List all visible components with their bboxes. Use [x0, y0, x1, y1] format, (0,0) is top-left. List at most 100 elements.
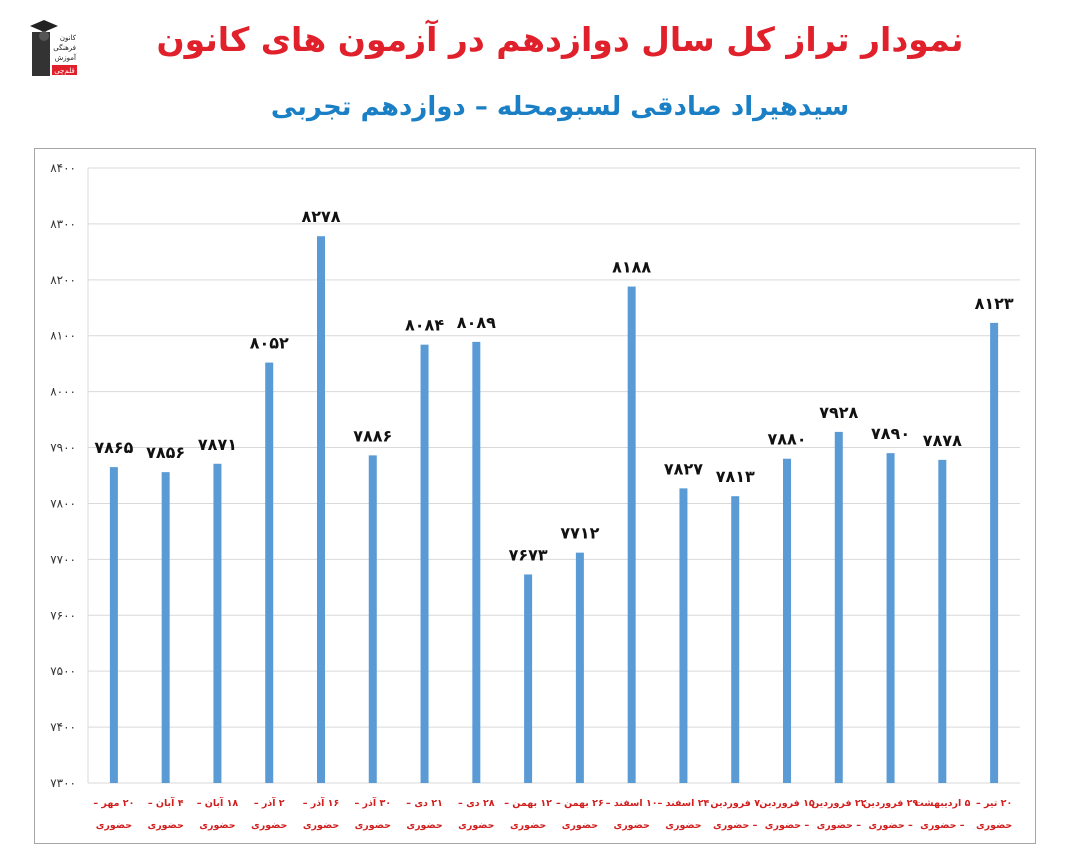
x-tick-label: حضوری — [406, 820, 442, 831]
bar — [368, 455, 377, 783]
x-tick-label: – حضوری — [713, 820, 758, 831]
x-tick-label: حضوری — [613, 820, 649, 831]
bar — [990, 322, 999, 783]
y-tick-label: ۷۸۰۰ — [50, 496, 76, 510]
x-tick-label: ۲۴ اسفند – — [658, 798, 710, 809]
y-tick-label: ۷۵۰۰ — [50, 664, 76, 678]
data-label: ۷۸۷۸ — [923, 431, 962, 450]
x-tick-label: حضوری — [458, 820, 494, 831]
x-tick-label: ۱۵ فروردین — [759, 798, 815, 809]
data-label: ۸۱۸۸ — [612, 258, 651, 277]
x-tick-label: – حضوری — [868, 820, 913, 831]
x-tick-label: ۲۰ مهر – — [93, 798, 134, 809]
y-tick-label: ۷۷۰۰ — [50, 552, 76, 566]
x-tick-label: ۲ آذر – — [254, 796, 285, 809]
x-axis-labels: ۲۰ مهر – حضوری ۴ آبان – حضوری ۱۸ آبان – حضوری… — [93, 796, 1012, 831]
x-tick-label: ۵ اردیبهشت — [914, 798, 970, 809]
data-label: ۷۷۱۲ — [560, 524, 599, 543]
y-tick-label: ۸۲۰۰ — [50, 273, 76, 287]
data-label: ۷۸۲۷ — [664, 459, 703, 478]
bar — [265, 362, 274, 783]
bar — [886, 453, 895, 783]
x-tick-label: حضوری — [510, 820, 546, 831]
logo-figure-head — [39, 31, 49, 41]
x-tick-label: حضوری — [303, 820, 339, 831]
data-label: ۷۸۶۵ — [94, 438, 133, 457]
data-label: ۷۸۹۰ — [871, 424, 910, 443]
grid-lines — [87, 167, 1020, 784]
bar — [472, 341, 481, 783]
data-label: ۸۰۵۲ — [250, 334, 289, 353]
x-tick-label: ۴ آبان – — [148, 796, 184, 809]
logo-badge — [52, 65, 77, 75]
page-subtitle: سیدهیراد صادقی لسبومحله – دوازدهم تجربی — [270, 92, 850, 122]
bar — [317, 236, 325, 783]
y-tick-label: ۷۶۰۰ — [50, 608, 76, 622]
logo-figure-body — [32, 32, 50, 76]
x-tick-label: حضوری — [976, 820, 1012, 831]
logo-line-1: کانون — [60, 34, 77, 42]
bar — [679, 488, 688, 783]
x-tick-label: ۲۱ دی – — [406, 798, 443, 809]
x-tick-label: – حضوری — [765, 820, 810, 831]
bar — [575, 552, 584, 783]
data-label: ۷۹۲۸ — [819, 403, 858, 422]
x-tick-label: – حضوری — [817, 820, 862, 831]
x-tick-label: ۲۲ فروردین — [811, 798, 867, 809]
x-tick-label: ۱۸ آبان – — [197, 796, 239, 809]
y-tick-label: ۷۳۰۰ — [50, 776, 76, 790]
data-label: ۷۸۸۶ — [353, 426, 392, 445]
data-labels: ۷۸۶۵ ۷۸۵۶ ۷۸۷۱ ۸۰۵۲ ۸۲۷۸ ۷۸۸۶ ۸۰۸۴ ۸۰۸۹ ۷۶۷۳ ۷۷۱۲… — [94, 207, 1014, 564]
y-tick-label: ۷۹۰۰ — [50, 441, 76, 455]
data-label: ۷۸۵۶ — [146, 443, 185, 462]
logo-line-4: قلم‌چی — [54, 67, 74, 75]
y-tick-label: ۸۰۰۰ — [50, 385, 76, 399]
x-tick-label: ۲۶ بهمن – — [556, 798, 604, 809]
logo-line-3: آموزش — [55, 53, 77, 62]
bar — [109, 467, 118, 783]
data-label: ۸۱۲۳ — [975, 294, 1014, 313]
data-label: ۷۸۷۱ — [198, 435, 237, 454]
data-label: ۸۰۸۴ — [405, 316, 444, 335]
x-tick-label: حضوری — [251, 820, 287, 831]
y-tick-label: ۸۳۰۰ — [50, 217, 76, 231]
x-tick-label: حضوری — [355, 820, 391, 831]
x-tick-label: ۱۲ بهمن – — [504, 798, 552, 809]
x-tick-label: ۱۶ آذر – — [303, 796, 340, 809]
bars — [109, 236, 999, 783]
bar — [627, 286, 636, 783]
x-tick-label: – حضوری — [920, 820, 965, 831]
x-tick-label: حضوری — [562, 820, 598, 831]
bar — [938, 459, 947, 783]
bar — [161, 472, 170, 783]
bar — [213, 463, 222, 783]
bar — [731, 496, 740, 783]
y-axis-ticks: ۷۳۰۰ ۷۴۰۰ ۷۵۰۰ ۷۶۰۰ ۷۷۰۰ ۷۸۰۰ ۷۹۰۰ ۸۰۰۰ ۸۱۰۰ ۸۲۰۰… — [50, 161, 76, 790]
bar — [783, 458, 791, 783]
data-label: ۷۶۷۳ — [509, 545, 548, 564]
y-tick-label: ۷۴۰۰ — [50, 720, 76, 734]
data-label: ۷۸۱۳ — [716, 467, 755, 486]
x-tick-label: ۳۰ آذر – — [354, 796, 391, 809]
bar — [420, 344, 429, 783]
x-tick-label: ۲۰ تیر – — [976, 798, 1012, 809]
logo-line-2: فرهنگی — [53, 43, 76, 52]
data-label: ۷۸۸۰ — [767, 430, 806, 449]
x-tick-label: حضوری — [96, 820, 132, 831]
data-label: ۸۰۸۹ — [457, 313, 496, 332]
x-tick-label: حضوری — [665, 820, 701, 831]
y-tick-label: ۸۱۰۰ — [50, 329, 76, 343]
y-tick-label: ۸۴۰۰ — [50, 161, 76, 175]
graduation-cap-icon — [30, 20, 58, 32]
data-label: ۸۲۷۸ — [301, 207, 340, 226]
x-tick-label: ۱۰ اسفند – — [606, 798, 658, 809]
bar — [524, 574, 533, 783]
chart-frame — [34, 148, 1036, 844]
x-tick-label: ۲۸ دی – — [458, 798, 495, 809]
x-tick-label: ۷ فروردین — [710, 798, 760, 809]
page-title: نمودار تراز کل سال دوازدهم در آزمون های … — [156, 20, 964, 59]
x-tick-label: حضوری — [199, 820, 235, 831]
x-tick-label: حضوری — [147, 820, 183, 831]
x-tick-label: ۲۹ فروردین — [863, 798, 919, 809]
